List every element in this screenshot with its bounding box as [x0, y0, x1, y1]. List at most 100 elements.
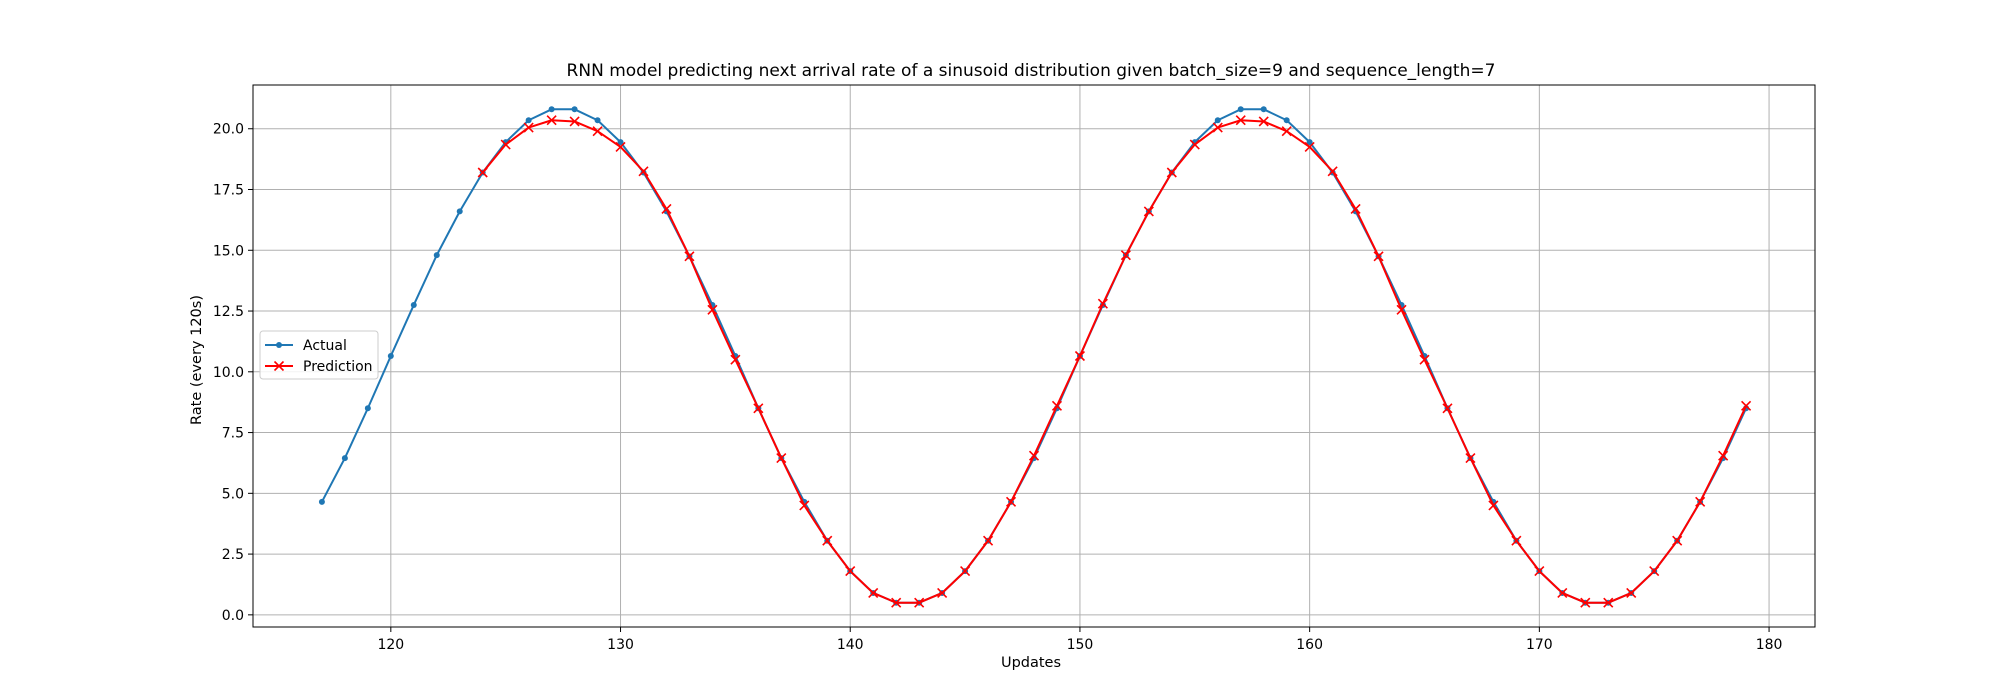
- prediction-point: [1649, 566, 1660, 577]
- x-tick-label: 120: [377, 637, 404, 653]
- prediction-point: [1051, 400, 1063, 411]
- prediction-point: [1580, 597, 1591, 608]
- prediction-point: [546, 115, 557, 126]
- prediction-point: [1603, 597, 1614, 608]
- prediction-point: [730, 354, 741, 365]
- prediction-point: [1465, 453, 1476, 464]
- prediction-point: [638, 166, 649, 177]
- prediction-point: [1350, 203, 1361, 215]
- prediction-series: [477, 115, 1752, 608]
- x-tick-label: 130: [607, 637, 634, 653]
- actual-point: [318, 498, 325, 505]
- prediction-point: [707, 304, 718, 315]
- prediction-point: [1557, 587, 1568, 599]
- prediction-point: [1166, 167, 1177, 178]
- prediction-point: [1488, 500, 1499, 511]
- prediction-point: [1534, 566, 1545, 577]
- legend-item-prediction: Prediction: [265, 359, 373, 375]
- actual-point: [548, 106, 555, 113]
- y-tick-label: 2.5: [222, 547, 244, 563]
- y-tick-label: 10.0: [213, 365, 244, 381]
- actual-point: [525, 117, 532, 124]
- prediction-point: [914, 597, 925, 608]
- y-tick-label: 12.5: [213, 304, 244, 320]
- prediction-point: [753, 403, 764, 414]
- y-tick-label: 20.0: [213, 122, 244, 138]
- prediction-point: [1097, 298, 1108, 309]
- prediction-point: [799, 500, 810, 511]
- y-tick-label: 17.5: [213, 183, 244, 199]
- actual-point: [594, 117, 601, 124]
- prediction-point: [1511, 535, 1522, 546]
- x-tick-label: 140: [837, 637, 864, 653]
- legend-prediction-point: [273, 360, 285, 372]
- legend-item-actual: Actual: [265, 338, 347, 354]
- prediction-point: [1212, 122, 1223, 133]
- y-tick-label: 5.0: [222, 486, 244, 502]
- actual-point: [1306, 139, 1313, 146]
- prediction-point: [1304, 141, 1315, 153]
- prediction-point: [592, 126, 603, 137]
- prediction-point: [960, 566, 971, 577]
- y-axis: 0.0 2.5 5.0 7.5 10.0 12.5 15.0 17.5 20.0: [213, 122, 253, 624]
- x-tick-label: 170: [1526, 637, 1553, 653]
- actual-point: [617, 139, 624, 146]
- prediction-point: [477, 167, 488, 178]
- prediction-point: [1442, 403, 1453, 414]
- prediction-point: [1718, 450, 1729, 461]
- prediction-point: [1626, 587, 1637, 599]
- prediction-point: [615, 141, 626, 153]
- prediction-point: [937, 587, 948, 599]
- actual-point: [387, 353, 394, 359]
- x-tick-label: 160: [1296, 637, 1323, 653]
- plot-frame: [252, 84, 1816, 628]
- y-tick-label: 7.5: [222, 426, 244, 442]
- legend: Actual Prediction: [259, 330, 379, 380]
- chart-title: RNN model predicting next arrival rate o…: [567, 61, 1496, 81]
- prediction-point: [1235, 115, 1246, 126]
- prediction-point: [1741, 400, 1752, 411]
- actual-point: [1237, 106, 1244, 113]
- prediction-point: [1189, 139, 1200, 150]
- y-tick-label: 15.0: [213, 243, 244, 259]
- prediction-point: [1396, 304, 1407, 315]
- prediction-line: [481, 119, 1747, 604]
- prediction-point: [982, 535, 994, 546]
- prediction-point: [569, 116, 580, 127]
- prediction-point: [1258, 116, 1269, 127]
- legend-label: Actual: [303, 338, 347, 354]
- x-axis-label: Updates: [1001, 655, 1061, 671]
- prediction-point: [845, 566, 856, 577]
- actual-point: [571, 106, 578, 113]
- prediction-point: [1074, 350, 1086, 362]
- series-layer: [318, 106, 1752, 608]
- actual-point: [456, 208, 463, 215]
- actual-point: [410, 301, 417, 308]
- prediction-point: [776, 453, 787, 464]
- prediction-point: [661, 203, 672, 215]
- prediction-point: [1028, 450, 1040, 461]
- prediction-point: [1695, 496, 1706, 507]
- prediction-point: [1373, 251, 1384, 262]
- actual-point: [364, 405, 371, 412]
- legend-actual-point: [276, 342, 282, 348]
- prediction-point: [1327, 166, 1338, 177]
- prediction-point: [891, 597, 902, 608]
- prediction-point: [684, 251, 695, 262]
- prediction-point: [1672, 535, 1683, 546]
- actual-point: [1283, 117, 1290, 124]
- grid-lines: [253, 85, 1815, 627]
- x-tick-label: 150: [1067, 637, 1094, 653]
- actual-point: [1260, 106, 1267, 113]
- actual-point: [341, 455, 348, 462]
- prediction-point: [1120, 250, 1131, 261]
- actual-point: [1214, 117, 1221, 124]
- legend-label: Prediction: [303, 359, 373, 375]
- prediction-point: [500, 139, 511, 150]
- y-tick-label: 0.0: [222, 608, 244, 624]
- x-tick-label: 180: [1756, 637, 1783, 653]
- prediction-point: [1005, 496, 1017, 507]
- prediction-point: [1143, 206, 1154, 217]
- prediction-point: [822, 535, 833, 546]
